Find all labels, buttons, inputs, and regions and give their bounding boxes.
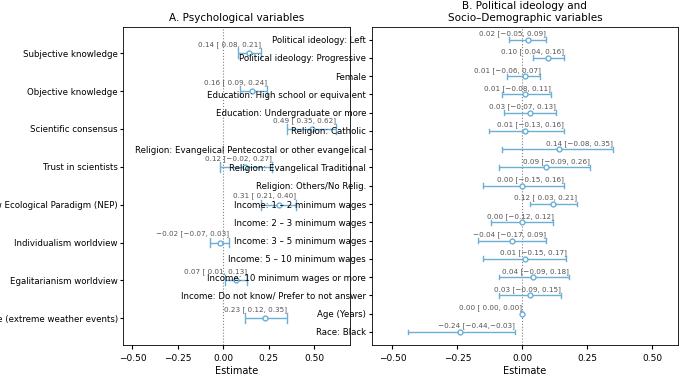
Text: 0.31 [ 0.21, 0.40]: 0.31 [ 0.21, 0.40] [233,193,296,200]
Text: 0.00 [ 0.00, 0.00]: 0.00 [ 0.00, 0.00] [460,304,522,311]
X-axis label: Estimate: Estimate [503,365,547,375]
Text: 0.04 [−0.09, 0.18]: 0.04 [−0.09, 0.18] [502,268,569,275]
Text: 0.01 [−0.15, 0.17]: 0.01 [−0.15, 0.17] [499,250,566,256]
Text: 0.03 [−0.07, 0.13]: 0.03 [−0.07, 0.13] [489,103,556,110]
X-axis label: Estimate: Estimate [215,365,258,375]
Text: 0.14 [−0.08, 0.35]: 0.14 [−0.08, 0.35] [547,140,613,147]
Title: B. Political ideology and
Socio–Demographic variables: B. Political ideology and Socio–Demograp… [447,1,602,23]
Text: 0.49 [ 0.35, 0.62]: 0.49 [ 0.35, 0.62] [273,117,336,124]
Text: 0.02 [−0.05, 0.09]: 0.02 [−0.05, 0.09] [479,30,546,37]
Text: 0.01 [−0.08, 0.11]: 0.01 [−0.08, 0.11] [484,85,551,92]
Text: 0.12 [ 0.03, 0.21]: 0.12 [ 0.03, 0.21] [514,195,577,201]
Title: A. Psychological variables: A. Psychological variables [169,13,304,23]
Text: 0.00 [−0.15, 0.16]: 0.00 [−0.15, 0.16] [497,177,564,183]
Text: 0.10 [ 0.04, 0.16]: 0.10 [ 0.04, 0.16] [501,49,564,55]
Text: −0.24 [−0.44,−0.03]: −0.24 [−0.44,−0.03] [438,322,514,329]
Text: 0.01 [−0.06, 0.07]: 0.01 [−0.06, 0.07] [473,67,540,74]
Text: 0.00 [−0.12, 0.12]: 0.00 [−0.12, 0.12] [486,213,553,220]
Text: 0.23 [ 0.12, 0.35]: 0.23 [ 0.12, 0.35] [224,306,287,313]
Text: 0.01 [−0.13, 0.16]: 0.01 [−0.13, 0.16] [497,122,564,128]
Text: 0.16 [ 0.09, 0.24]: 0.16 [ 0.09, 0.24] [203,79,266,86]
Text: 0.14 [ 0.08, 0.21]: 0.14 [ 0.08, 0.21] [199,41,262,48]
Text: 0.09 [−0.09, 0.26]: 0.09 [−0.09, 0.26] [523,158,590,165]
Text: 0.07 [ 0.01, 0.13]: 0.07 [ 0.01, 0.13] [184,268,247,275]
Text: −0.04 [−0.17, 0.09]: −0.04 [−0.17, 0.09] [473,231,546,238]
Text: −0.02 [−0.07, 0.03]: −0.02 [−0.07, 0.03] [155,231,229,237]
Text: 0.12 [−0.02, 0.27]: 0.12 [−0.02, 0.27] [206,155,272,162]
Text: 0.03 [−0.09, 0.15]: 0.03 [−0.09, 0.15] [495,286,561,293]
